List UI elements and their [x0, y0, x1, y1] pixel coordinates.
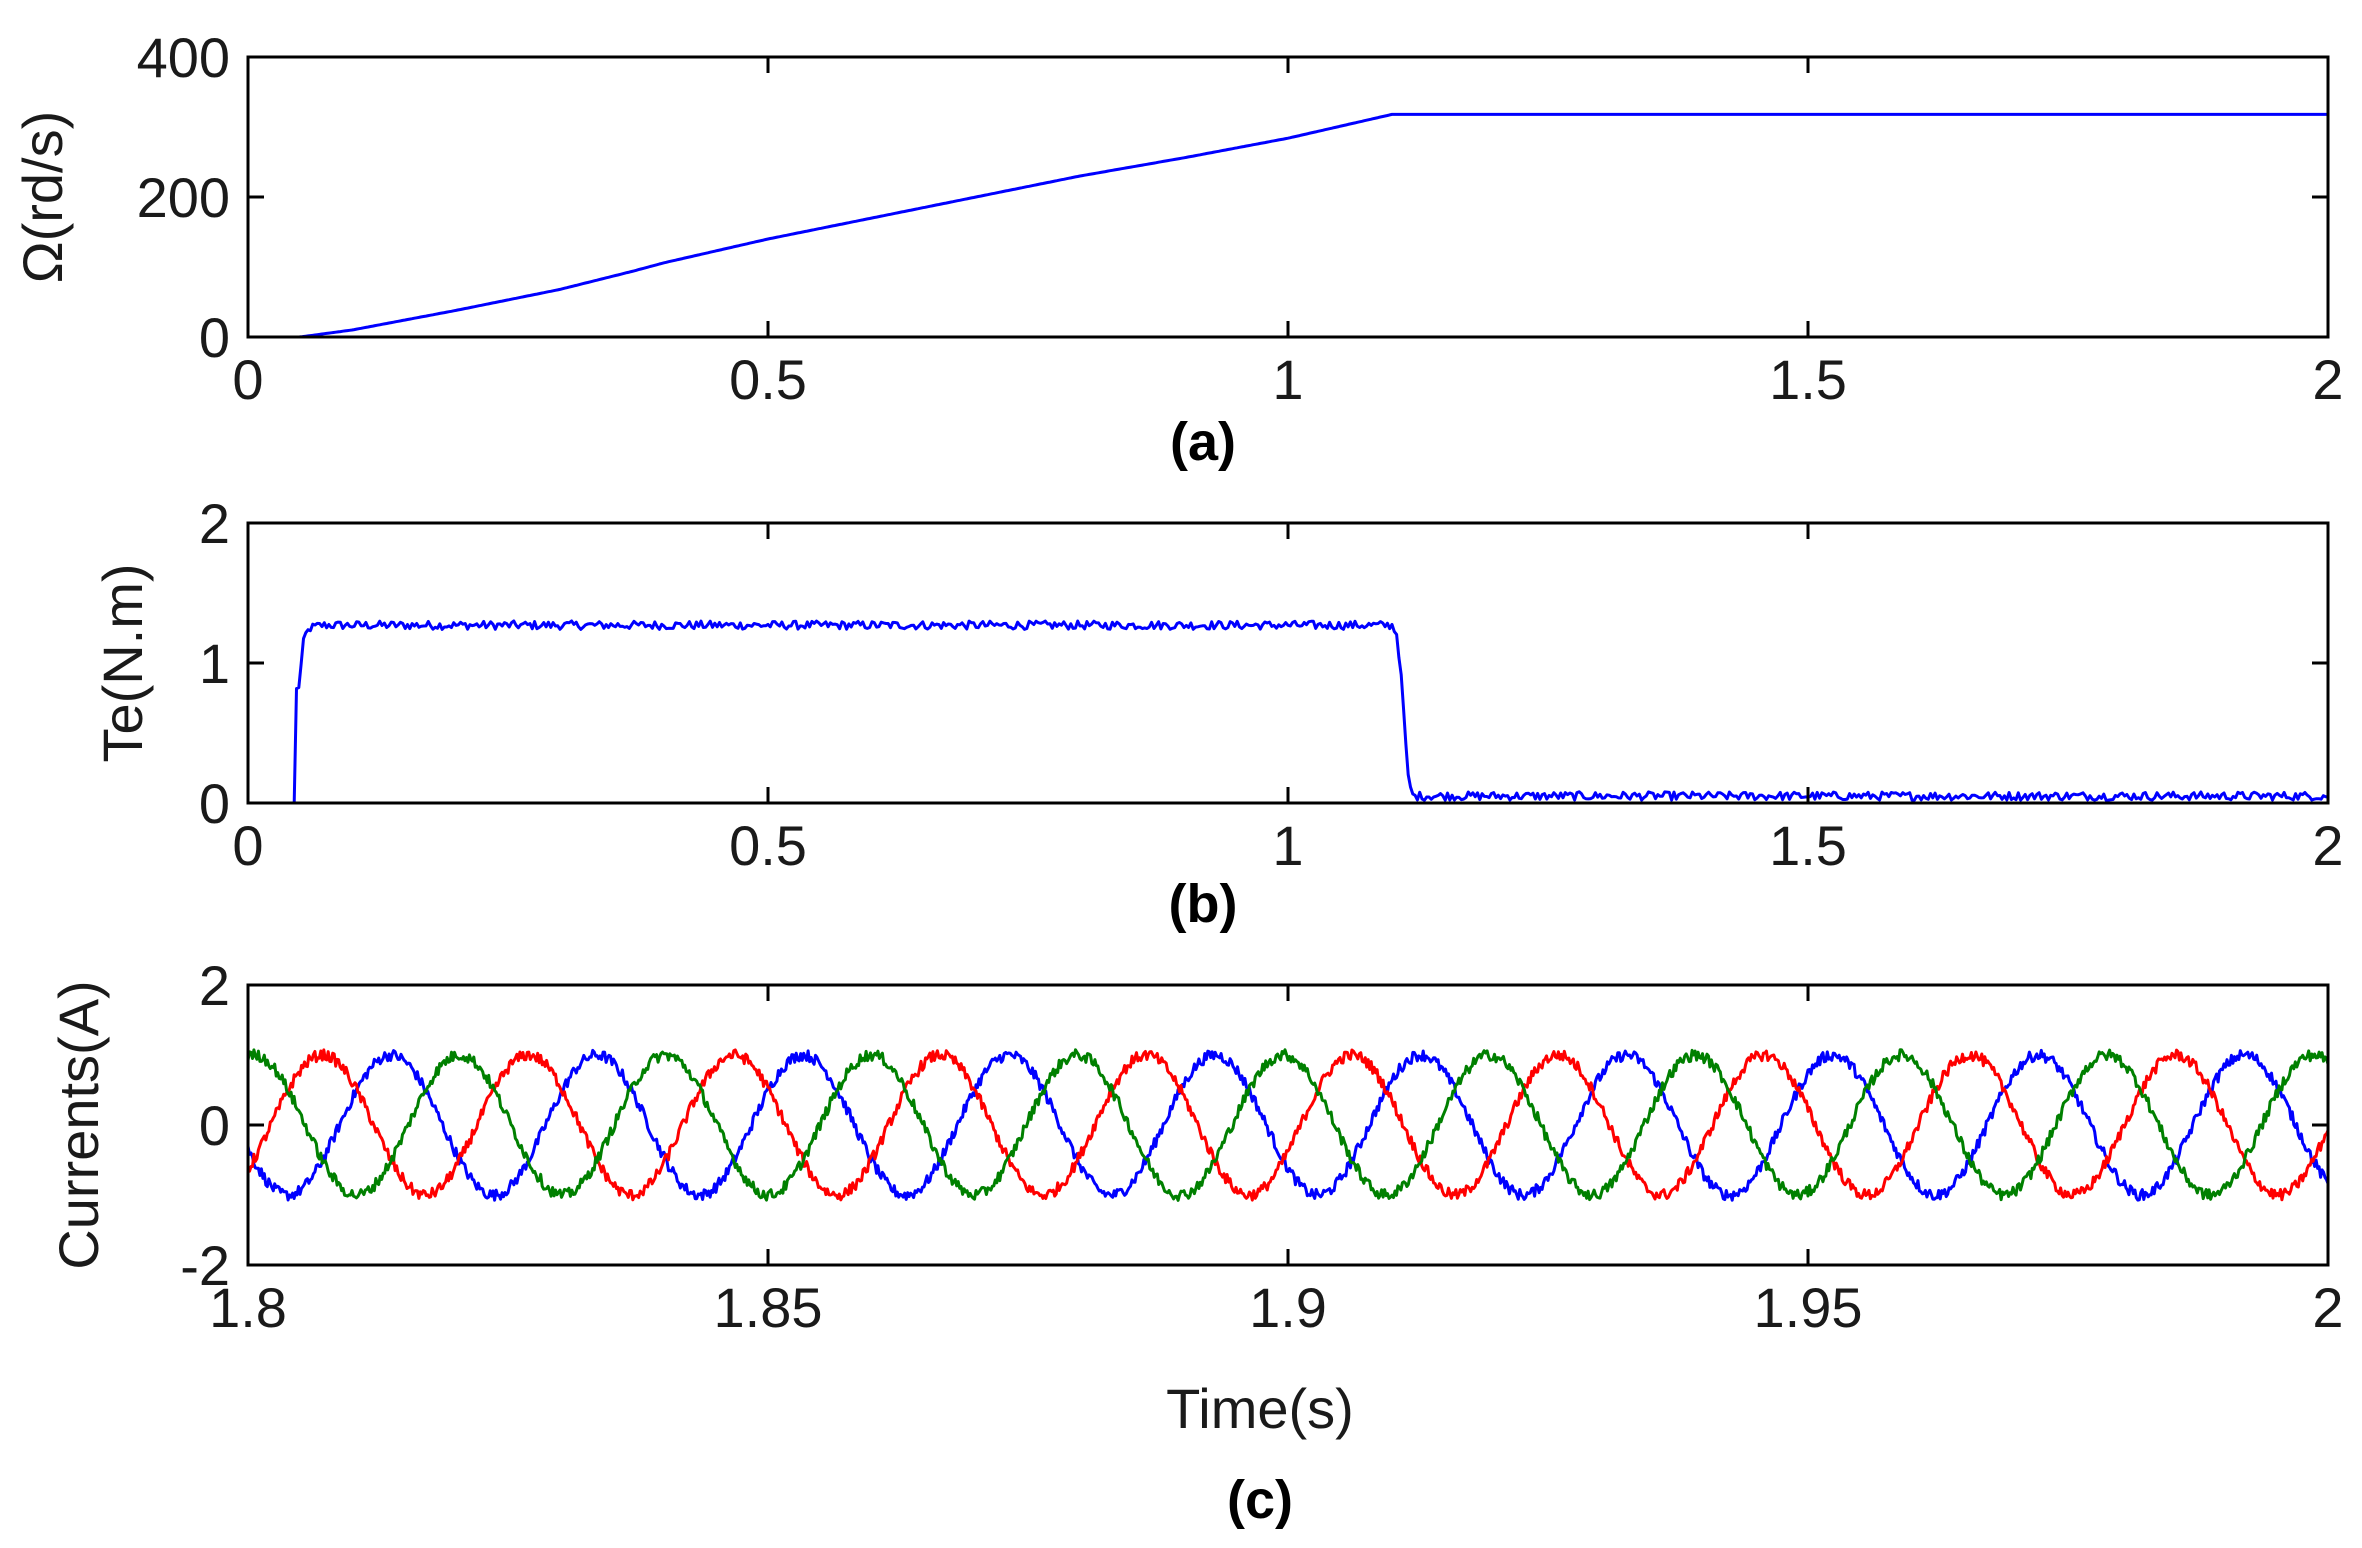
x-tick-label: 1.9	[1249, 1276, 1327, 1339]
y-tick-label: 2	[199, 954, 230, 1017]
x-tick-label: 1.95	[1754, 1276, 1863, 1339]
y-tick-label: 2	[199, 492, 230, 555]
series-line-b-0	[248, 619, 2328, 803]
panel-c-caption: (c)	[1227, 1470, 1293, 1530]
y-tick-label: 200	[137, 166, 230, 229]
x-tick-label: 1.5	[1769, 814, 1847, 877]
panel-a-ticks: 0 0.5 1 1.5 2 0 200 400	[137, 26, 2344, 411]
panel-a-caption: (a)	[1170, 412, 1236, 472]
x-tick-label: 1.8	[209, 1276, 287, 1339]
panel-b-ylabel: Te(N.m)	[91, 563, 154, 762]
x-tick-label: 1.5	[1769, 348, 1847, 411]
panel-a-axes-box	[246, 55, 2330, 339]
x-tick-label: 0	[232, 814, 263, 877]
panel-b-ticks: 0 0.5 1 1.5 2 0 1 2	[199, 492, 2344, 877]
x-tick-label: 0.5	[729, 814, 807, 877]
x-tick-label: 2	[2312, 814, 2343, 877]
panel-c: 1.8 1.85 1.9 1.95 2-202 Currents(A) Time(s) …	[47, 954, 2344, 1530]
panel-c-axes-box	[246, 983, 2330, 1267]
panel-b-caption: (b)	[1169, 874, 1238, 934]
series-line-a-0	[248, 112, 2328, 337]
panel-c-xlabel: Time(s)	[1166, 1377, 1354, 1440]
panel-a-series	[248, 112, 2328, 337]
panel-a: 0 0.5 1 1.5 2 0 200 400 Ω(rd/s) (a)	[11, 26, 2344, 472]
panel-a-ylabel: Ω(rd/s)	[11, 111, 74, 284]
series-line-c-2	[248, 1048, 2328, 1202]
y-tick-label: 1	[199, 632, 230, 695]
panel-c-ylabel: Currents(A)	[47, 980, 110, 1269]
series-line-c-0	[248, 1048, 2328, 1202]
x-tick-label: 0.5	[729, 348, 807, 411]
panel-c-series	[248, 1048, 2328, 1202]
x-tick-label: 1.85	[714, 1276, 823, 1339]
x-tick-label: 2	[2312, 1276, 2343, 1339]
x-tick-label: 1	[1272, 814, 1303, 877]
y-tick-label: 0	[199, 306, 230, 369]
panel-b: 0 0.5 1 1.5 2 0 1 2 Te(N.m) (b)	[91, 492, 2344, 934]
x-tick-label: 1	[1272, 348, 1303, 411]
series-line-c-1	[248, 1048, 2328, 1202]
y-tick-label: -2	[180, 1234, 230, 1297]
x-tick-label: 0	[232, 348, 263, 411]
y-tick-label: 0	[199, 1094, 230, 1157]
y-tick-label: 0	[199, 772, 230, 835]
panel-b-series	[248, 619, 2328, 803]
panel-b-axes-box	[246, 521, 2330, 805]
y-tick-label: 400	[137, 26, 230, 89]
panel-c-ticks: 1.8 1.85 1.9 1.95 2 -2 0 2	[180, 954, 2343, 1339]
x-tick-label: 2	[2312, 348, 2343, 411]
